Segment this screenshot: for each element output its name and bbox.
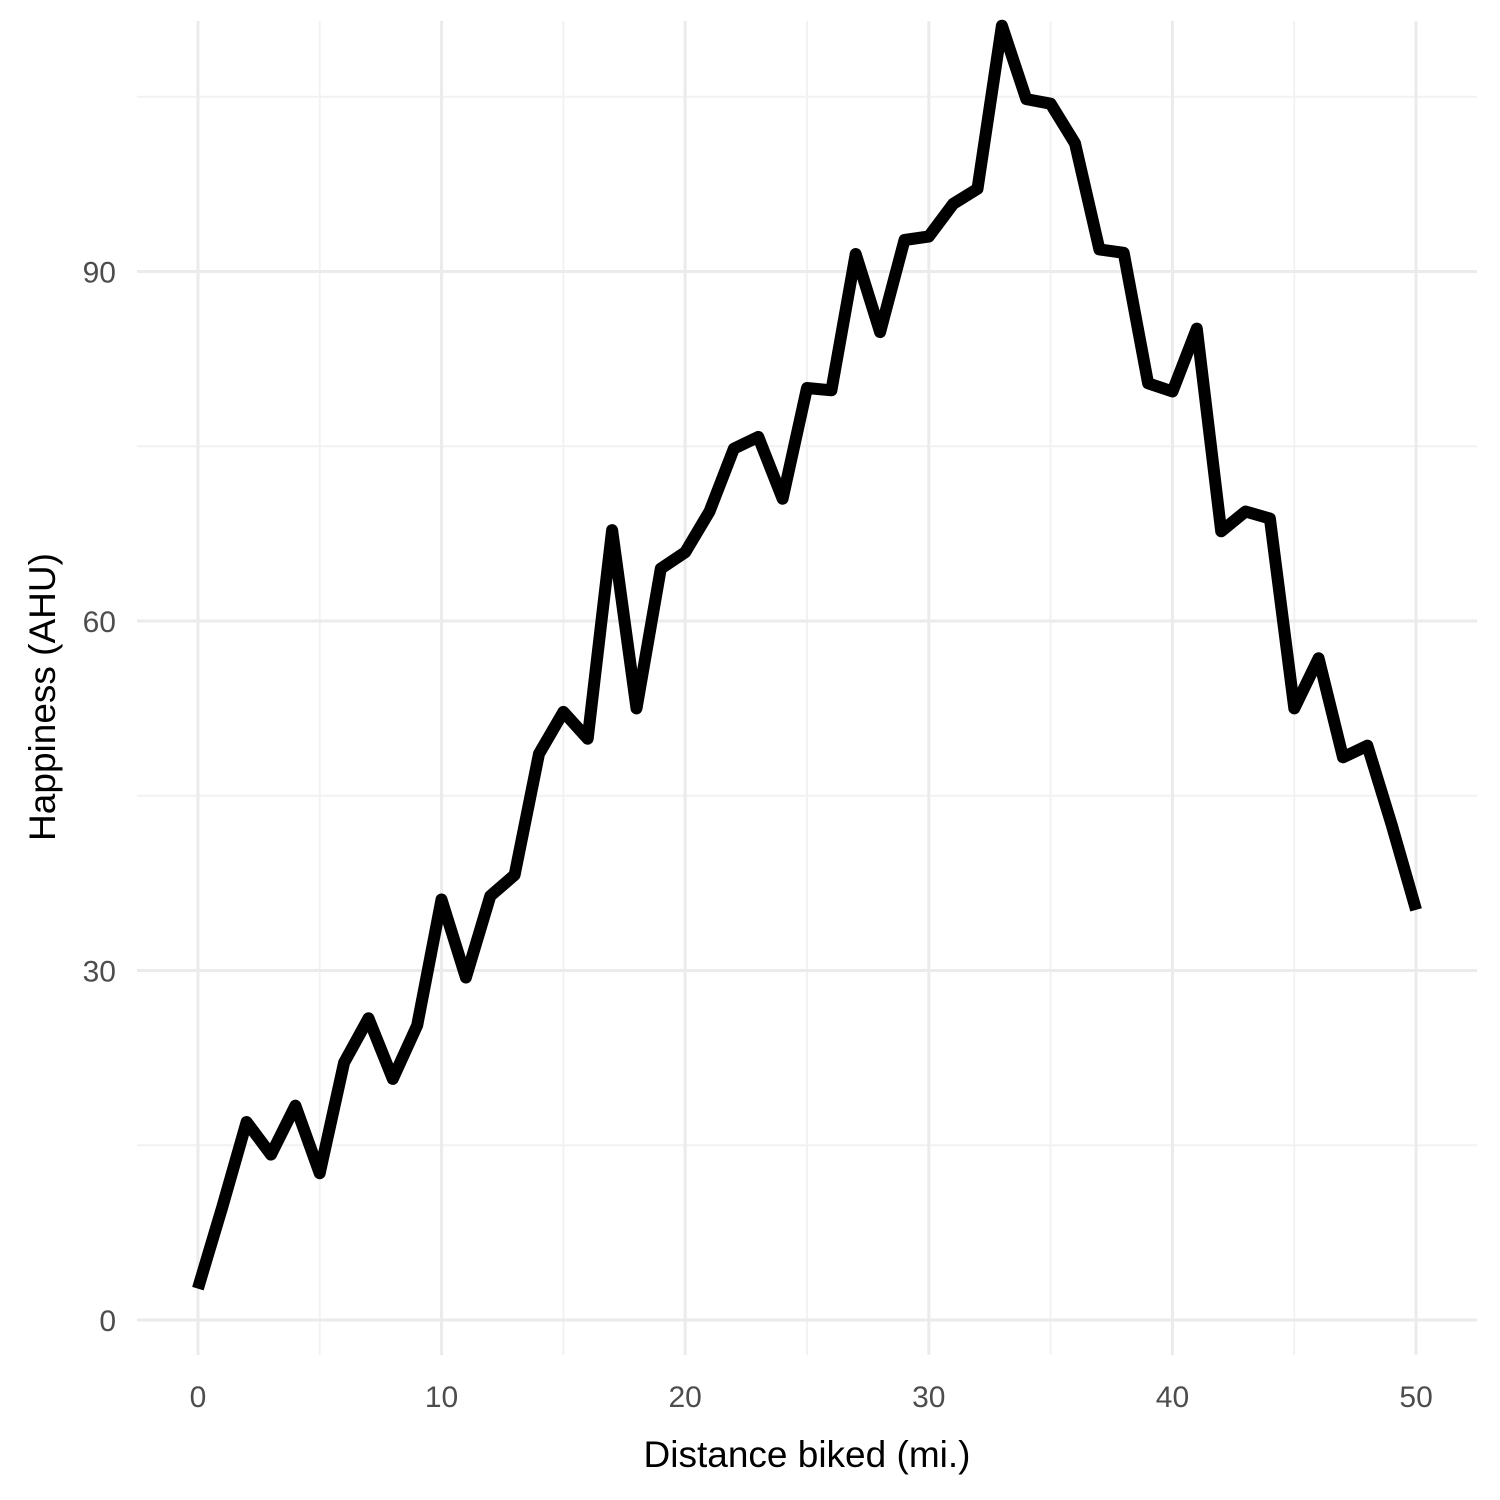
x-tick-label: 50 xyxy=(1399,1381,1432,1414)
minor-grid-vertical xyxy=(318,21,1296,1355)
y-axis-title: Happiness (AHU) xyxy=(22,553,63,841)
x-axis-tick-labels: 0 10 20 30 40 50 xyxy=(190,1381,1433,1414)
major-grid-vertical xyxy=(196,21,1418,1355)
happiness-line xyxy=(192,19,1422,1291)
y-tick-label: 0 xyxy=(99,1305,116,1338)
y-tick-label: 90 xyxy=(83,256,116,289)
x-tick-label: 30 xyxy=(912,1381,945,1414)
y-axis-tick-labels: 0 30 60 90 xyxy=(83,256,116,1338)
y-tick-label: 60 xyxy=(83,606,116,639)
x-tick-label: 10 xyxy=(425,1381,458,1414)
minor-grid-horizontal xyxy=(137,95,1477,1147)
x-axis-title: Distance biked (mi.) xyxy=(644,1434,971,1475)
x-tick-label: 40 xyxy=(1156,1381,1189,1414)
y-tick-label: 30 xyxy=(83,956,116,989)
x-tick-label: 0 xyxy=(190,1381,207,1414)
major-grid-horizontal xyxy=(137,269,1477,1322)
x-tick-label: 20 xyxy=(668,1381,701,1414)
